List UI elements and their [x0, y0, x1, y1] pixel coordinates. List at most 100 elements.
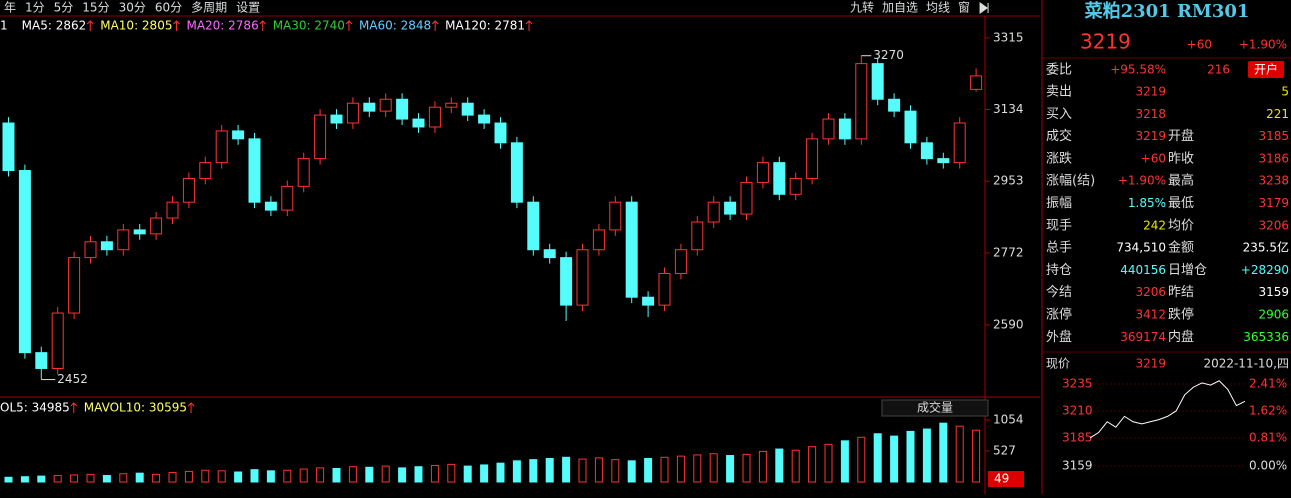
candle-body [871, 63, 884, 100]
high-label: 3270 [873, 48, 904, 62]
toolbar-button[interactable]: 设置 [236, 1, 260, 15]
toolbar-icon[interactable] [979, 2, 989, 14]
up-arrow [173, 20, 180, 31]
ma-legend: 1 [0, 19, 8, 33]
candle-body [674, 249, 687, 274]
candle-body [642, 296, 655, 306]
mini-tick: 3235 [1062, 377, 1093, 391]
row-value: 3206 [1135, 285, 1166, 299]
volume-bar [135, 472, 144, 483]
mini-line [1089, 380, 1246, 439]
row-label: 日增仓 [1168, 263, 1207, 278]
row-value: 3185 [1258, 129, 1289, 143]
volume-bar [611, 459, 620, 483]
volume-bar [299, 468, 308, 483]
candle-body [970, 75, 983, 90]
volume-bar [398, 467, 407, 483]
row-value: 3238 [1258, 174, 1289, 188]
volume-bar [152, 473, 161, 483]
candle-body [215, 130, 228, 164]
candle-body [494, 122, 507, 144]
row-value: 3179 [1258, 196, 1289, 210]
candle-body [150, 217, 163, 235]
volume-bar [168, 472, 177, 483]
toolbar-button[interactable]: 加自选 [882, 1, 918, 15]
row-label: 昨结 [1168, 285, 1194, 300]
row-value: 3219 [1135, 129, 1166, 143]
ma-legend: OL5: 34985 [0, 401, 70, 415]
quote-pct: +1.90% [1239, 38, 1287, 52]
quote-price: 3219 [1080, 30, 1131, 54]
toolbar-button[interactable]: 均线 [926, 1, 950, 15]
row-label: 均价 [1168, 218, 1194, 233]
volume-bar [922, 428, 931, 483]
up-arrow [86, 20, 94, 31]
toolbar-button[interactable]: 年 [4, 1, 16, 15]
row-label: 委比 [1046, 63, 1072, 78]
toolbar-button[interactable]: 窗 [958, 1, 970, 15]
volume-bar [594, 457, 603, 483]
candle-body [510, 142, 523, 203]
row-value: 242 [1143, 218, 1166, 232]
candle-body [248, 138, 261, 203]
toolbar-button[interactable]: 5分 [54, 1, 74, 15]
candle-body [756, 162, 769, 183]
row-value: 3186 [1258, 151, 1289, 165]
candle-body [133, 229, 146, 235]
vol-select[interactable] [881, 399, 989, 417]
candle-body [330, 114, 343, 124]
toolbar-button[interactable]: 30分 [119, 1, 146, 15]
y-tick-label: 2953 [993, 174, 1024, 188]
toolbar-button[interactable]: 60分 [155, 1, 182, 15]
toolbar-button[interactable]: 15分 [82, 1, 109, 15]
row-value: 3206 [1258, 218, 1289, 232]
candle-body [314, 114, 327, 160]
volume-bar [512, 460, 521, 483]
volume-bar [4, 476, 13, 483]
candle-body [35, 352, 48, 369]
candle-body [461, 102, 474, 116]
button-label[interactable]: 开户 [1254, 62, 1278, 77]
now-label: 现价 [1046, 357, 1070, 371]
candle-body [527, 201, 540, 251]
row-label: 现手 [1046, 218, 1072, 233]
candle-body [478, 114, 491, 124]
up-arrow [525, 20, 533, 31]
candle-body [724, 201, 737, 215]
volume-bar [20, 476, 29, 483]
volume-bar [365, 466, 374, 483]
mini-pct: 0.00% [1249, 459, 1287, 473]
toolbar-button[interactable]: 1分 [25, 1, 45, 15]
volume-bar [430, 465, 439, 483]
vol-title[interactable]: 成交量 [917, 400, 953, 415]
row-value: 3412 [1135, 308, 1166, 322]
candle-body [855, 63, 868, 140]
quote-title: 菜粕2301 RM301 [1084, 0, 1250, 22]
candle-body [18, 170, 31, 354]
volume-bar [381, 465, 390, 483]
toolbar-button[interactable]: 九转 [850, 0, 874, 15]
volume-bar [758, 450, 767, 483]
volume-bar [939, 422, 948, 483]
row-label: 最低 [1168, 196, 1194, 211]
candle-body [543, 249, 556, 259]
volume-bar [332, 467, 341, 483]
candle-body [806, 138, 819, 179]
volume-bar [840, 440, 849, 483]
vol-box [988, 471, 1024, 487]
volume-bar [824, 443, 833, 483]
volume-bar [578, 458, 587, 483]
candle-body [199, 162, 212, 179]
candle-body [937, 158, 950, 164]
open-account-button[interactable] [1248, 61, 1284, 78]
now-price: 3219 [1135, 357, 1166, 371]
candle-body [822, 118, 835, 140]
up-arrow [187, 402, 195, 413]
row-label: 涨停 [1046, 307, 1072, 323]
row-value: 2906 [1258, 308, 1289, 322]
candle-body [838, 118, 851, 140]
row-label: 昨收 [1168, 151, 1194, 166]
toolbar-button[interactable]: 多周期 [191, 1, 227, 15]
